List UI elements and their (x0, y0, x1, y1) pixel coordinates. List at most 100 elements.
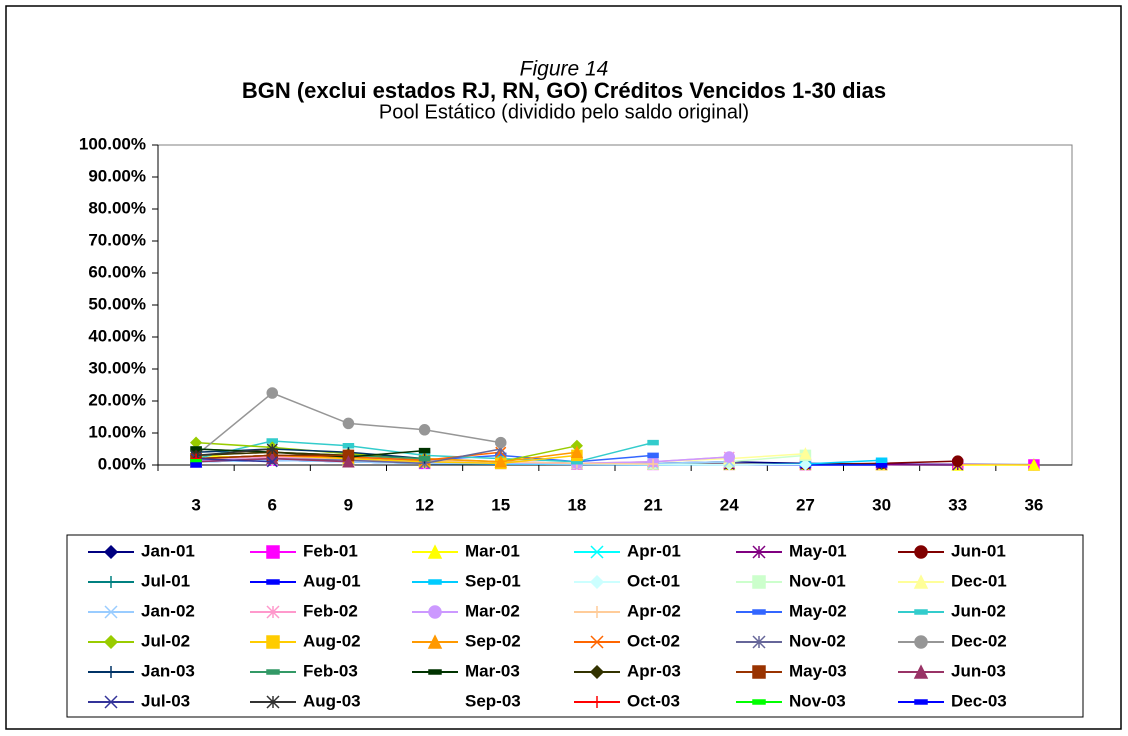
marker (590, 545, 604, 559)
legend-label: Apr-02 (627, 601, 681, 620)
marker (266, 635, 280, 649)
legend-label: Oct-02 (627, 631, 680, 650)
legend-label: Jun-03 (951, 661, 1006, 680)
series-line (196, 441, 578, 463)
legend-label: May-01 (789, 541, 847, 560)
marker (647, 452, 659, 459)
marker (799, 447, 812, 460)
y-tick-label: 100.00% (79, 134, 146, 153)
marker (266, 438, 278, 444)
legend (66, 534, 1084, 718)
y-tick-label: 30.00% (88, 358, 146, 377)
marker (418, 424, 431, 436)
x-tick-label: 3 (191, 495, 200, 514)
marker (104, 605, 118, 619)
y-tick-label: 40.00% (88, 326, 146, 345)
marker (418, 455, 431, 462)
marker (266, 579, 280, 585)
marker (591, 606, 603, 618)
marker (342, 417, 355, 430)
marker (266, 443, 278, 455)
x-tick-label: 21 (644, 495, 663, 514)
marker (427, 634, 443, 649)
legend-label: Jul-03 (141, 691, 190, 710)
legend-label: Aug-01 (303, 571, 361, 590)
legend-label: Oct-03 (627, 691, 680, 710)
legend-label: May-03 (789, 661, 847, 680)
marker (495, 436, 507, 449)
legend-label: Aug-02 (303, 631, 361, 650)
marker (418, 447, 431, 454)
marker (914, 545, 928, 559)
legend-label: Feb-01 (303, 541, 358, 560)
legend-label: Aug-03 (303, 691, 361, 710)
marker (105, 576, 117, 588)
x-tick-label: 27 (796, 495, 815, 514)
legend-label: Sep-02 (465, 631, 521, 650)
series-line (196, 457, 273, 463)
legend-label: Nov-01 (789, 571, 846, 590)
legend-label: Apr-01 (627, 541, 681, 560)
marker (647, 439, 659, 446)
x-tick-label: 30 (872, 495, 891, 514)
y-tick-label: 20.00% (88, 390, 146, 409)
legend-label: Dec-03 (951, 691, 1007, 710)
y-tick-label: 10.00% (88, 422, 146, 441)
marker (427, 544, 443, 559)
marker (589, 574, 605, 590)
series-line (196, 448, 425, 458)
marker (914, 609, 928, 615)
plot-area (157, 144, 1073, 466)
marker (752, 699, 766, 705)
marker (104, 695, 118, 709)
marker (1027, 458, 1041, 471)
marker (190, 462, 202, 468)
x-tick-label: 15 (491, 495, 510, 514)
marker (266, 545, 280, 559)
marker (428, 669, 442, 675)
x-tick-label: 12 (415, 495, 434, 514)
legend-label: Jan-02 (141, 601, 195, 620)
legend-label: May-02 (789, 601, 847, 620)
marker (752, 545, 766, 559)
marker (752, 665, 766, 679)
legend-label: Mar-03 (465, 661, 520, 680)
marker (342, 455, 355, 468)
marker (570, 445, 584, 458)
legend-label: Feb-02 (303, 601, 358, 620)
marker (590, 635, 604, 649)
marker (752, 575, 766, 589)
marker (799, 458, 812, 471)
marker (494, 455, 507, 468)
marker (914, 635, 928, 649)
legend-label: Jun-02 (951, 601, 1006, 620)
chart-title: BGN (exclui estados RJ, RN, GO) Créditos… (242, 78, 886, 103)
legend-label: Dec-01 (951, 571, 1007, 590)
legend-label: Mar-01 (465, 541, 520, 560)
chart-subtitle: Pool Estático (dividido pelo saldo origi… (379, 101, 749, 123)
x-tick-label: 18 (567, 495, 586, 514)
marker (952, 455, 964, 467)
x-tick-label: 24 (720, 495, 739, 514)
marker (266, 695, 280, 709)
legend-label: Sep-03 (465, 691, 521, 710)
marker (648, 459, 659, 470)
legend-label: Jan-03 (141, 661, 195, 680)
y-tick-label: 70.00% (88, 230, 146, 249)
legend-label: Feb-03 (303, 661, 358, 680)
x-tick-label: 9 (344, 495, 353, 514)
legend-label: Dec-02 (951, 631, 1007, 650)
y-tick-label: 50.00% (88, 294, 146, 313)
legend-label: Nov-03 (789, 691, 846, 710)
legend-label: Jul-01 (141, 571, 190, 590)
legend-label: Jun-01 (951, 541, 1006, 560)
marker (105, 666, 117, 678)
marker (913, 574, 929, 589)
marker (266, 387, 278, 399)
marker (752, 635, 766, 649)
marker (589, 664, 605, 680)
y-tick-label: 80.00% (88, 198, 146, 217)
y-tick-label: 60.00% (88, 262, 146, 281)
marker (342, 443, 355, 449)
